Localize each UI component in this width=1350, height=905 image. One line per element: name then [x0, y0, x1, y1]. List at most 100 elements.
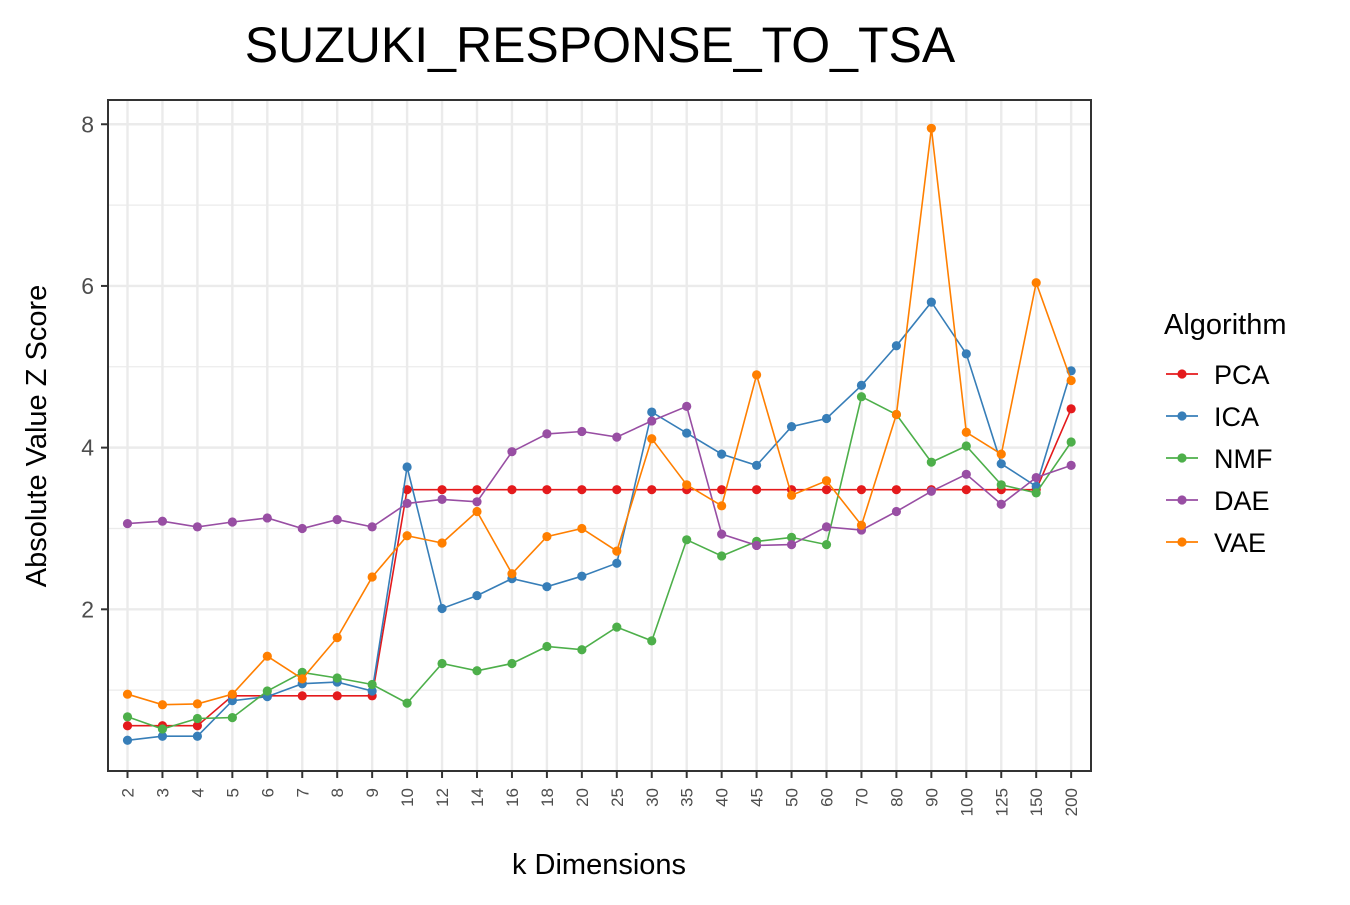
data-point-vae: [297, 674, 307, 684]
data-point-dae: [367, 522, 377, 532]
data-point-vae: [122, 689, 133, 699]
x-tick-label: 200: [1062, 788, 1081, 816]
data-point-dae: [821, 522, 832, 532]
x-tick-label: 14: [468, 788, 487, 807]
data-point-vae: [647, 434, 657, 444]
data-point-vae: [856, 520, 867, 530]
legend-key-point: [1177, 453, 1187, 463]
data-point-nmf: [647, 636, 657, 646]
data-point-vae: [262, 651, 272, 661]
data-point-pca: [402, 485, 412, 495]
legend-label: VAE: [1214, 528, 1266, 558]
data-point-ica: [996, 459, 1006, 469]
data-point-ica: [157, 731, 168, 741]
data-point-pca: [856, 485, 867, 495]
data-point-ica: [856, 380, 867, 390]
data-point-pca: [437, 485, 447, 495]
y-tick-label: 8: [81, 111, 94, 137]
data-point-ica: [122, 735, 133, 745]
data-point-dae: [262, 513, 272, 523]
data-point-nmf: [577, 645, 587, 655]
data-point-ica: [786, 422, 797, 432]
series-line-nmf: [127, 395, 1072, 730]
data-point-vae: [717, 501, 727, 511]
data-point-vae: [891, 409, 902, 420]
data-point-nmf: [682, 535, 692, 545]
data-point-vae: [612, 546, 622, 556]
data-point-vae: [821, 476, 832, 486]
legend-label: ICA: [1214, 402, 1259, 432]
data-point-ica: [926, 297, 936, 307]
data-point-dae: [996, 499, 1006, 509]
data-point-nmf: [192, 713, 202, 724]
x-tick-label: 12: [433, 788, 452, 807]
legend-key-point: [1177, 495, 1187, 505]
data-point-nmf: [472, 666, 482, 676]
data-point-vae: [367, 572, 377, 582]
x-tick-label: 35: [678, 788, 697, 807]
data-point-dae: [682, 401, 692, 411]
data-point-nmf: [227, 713, 237, 723]
x-tick-label: 9: [363, 788, 382, 797]
data-point-nmf: [297, 667, 307, 677]
data-point-dae: [786, 540, 797, 550]
data-point-nmf: [926, 457, 936, 467]
data-point-dae: [542, 429, 552, 439]
data-point-vae: [192, 699, 202, 709]
x-tick-label: 20: [573, 788, 592, 807]
x-tick-label: 7: [293, 788, 312, 797]
data-point-vae: [752, 370, 762, 380]
data-point-dae: [717, 529, 727, 539]
legend-key-point: [1177, 369, 1187, 379]
series-ica: [122, 297, 1076, 745]
series-line-dae: [127, 405, 1072, 547]
data-point-pca: [297, 691, 307, 701]
data-point-vae: [437, 538, 447, 548]
data-point-pca: [332, 691, 342, 701]
y-tick-label: 2: [81, 596, 94, 622]
data-point-pca: [612, 485, 622, 495]
data-point-dae: [612, 432, 622, 442]
x-tick-label: 18: [538, 788, 557, 807]
data-point-nmf: [1031, 488, 1041, 498]
x-tick-label: 25: [608, 788, 627, 807]
data-point-ica: [577, 571, 587, 581]
data-point-pca: [472, 485, 482, 495]
data-point-pca: [507, 485, 517, 495]
data-point-pca: [1066, 404, 1076, 414]
data-point-nmf: [821, 540, 832, 550]
data-point-dae: [437, 494, 447, 504]
data-point-vae: [786, 490, 797, 500]
x-tick-label: 2: [119, 788, 138, 797]
x-axis-title: k Dimensions: [512, 849, 686, 881]
data-point-dae: [332, 514, 342, 525]
data-point-dae: [752, 540, 762, 551]
data-point-nmf: [542, 641, 552, 652]
legend: Algorithm PCA ICA NMF DAE VAE: [1164, 309, 1287, 558]
legend-label: PCA: [1214, 360, 1270, 390]
data-point-nmf: [332, 673, 342, 683]
data-point-ica: [752, 460, 762, 471]
chart-title: SUZUKI_RESPONSE_TO_TSA: [245, 17, 956, 73]
data-point-nmf: [507, 658, 517, 669]
data-point-nmf: [996, 480, 1006, 490]
x-tick-label: 5: [223, 788, 242, 797]
data-point-nmf: [367, 679, 377, 690]
data-point-dae: [297, 523, 307, 534]
data-point-ica: [682, 428, 692, 438]
data-point-pca: [891, 485, 902, 495]
legend-item-vae: VAE: [1166, 528, 1266, 558]
data-point-ica: [402, 462, 412, 472]
x-tick-label: 90: [922, 788, 941, 807]
data-point-ica: [961, 349, 971, 359]
data-point-vae: [157, 700, 168, 710]
legend-item-ica: ICA: [1166, 402, 1259, 432]
data-point-nmf: [157, 724, 168, 734]
legend-item-pca: PCA: [1166, 360, 1270, 390]
x-tick-label: 30: [643, 788, 662, 807]
data-point-dae: [1031, 472, 1041, 483]
data-point-vae: [1031, 278, 1041, 288]
